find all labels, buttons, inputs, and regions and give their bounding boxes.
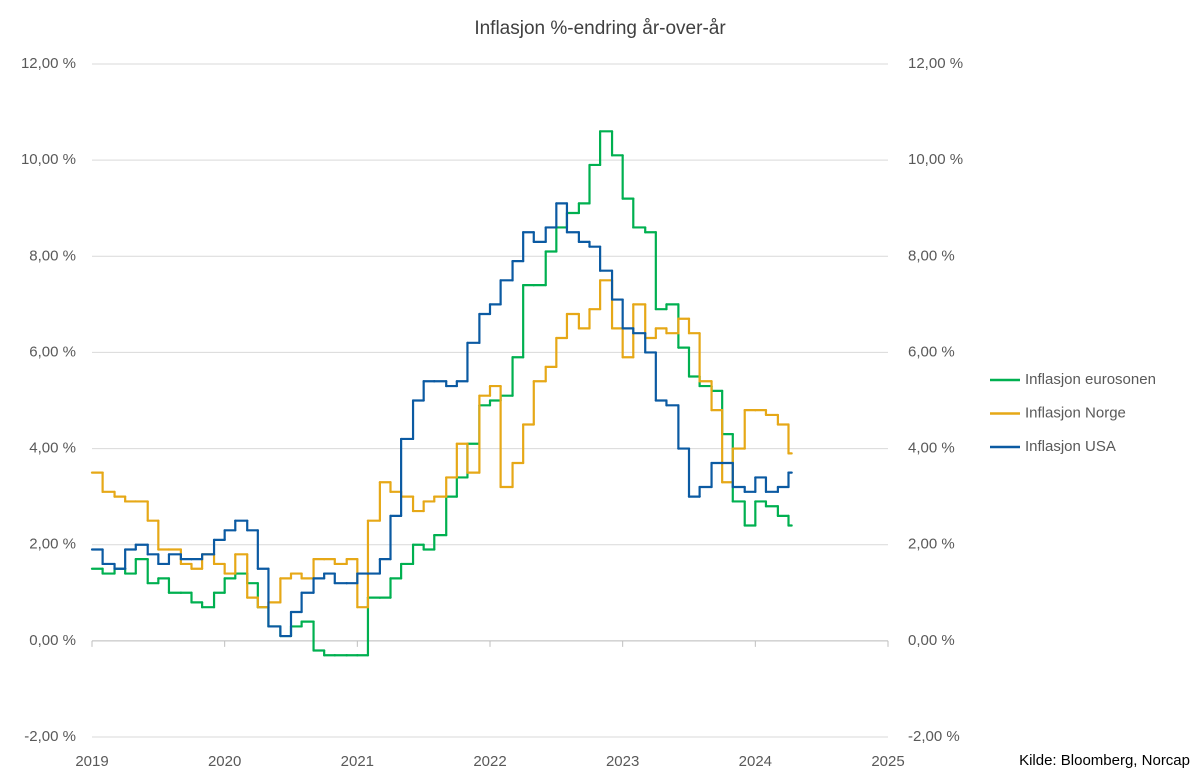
y-tick-label: 10,00 % bbox=[21, 151, 76, 168]
legend-label: Inflasjon Norge bbox=[1025, 404, 1126, 421]
x-tick-label: 2020 bbox=[208, 753, 241, 770]
y2-tick-label: 4,00 % bbox=[908, 440, 955, 457]
y-tick-label: 2,00 % bbox=[29, 536, 76, 553]
x-tick-label: 2025 bbox=[871, 753, 904, 770]
source-note: Kilde: Bloomberg, Norcap bbox=[1019, 752, 1190, 769]
chart-title: Inflasjon %-endring år-over-år bbox=[474, 18, 726, 39]
y2-tick-label: 2,00 % bbox=[908, 536, 955, 553]
y2-tick-label: 12,00 % bbox=[908, 55, 963, 72]
y2-tick-label: -2,00 % bbox=[908, 728, 960, 745]
x-tick-label: 2022 bbox=[473, 753, 506, 770]
y-tick-label: 8,00 % bbox=[29, 247, 76, 264]
x-tick-label: 2023 bbox=[606, 753, 639, 770]
x-tick-label: 2021 bbox=[341, 753, 374, 770]
y2-tick-label: 10,00 % bbox=[908, 151, 963, 168]
y-tick-label: -2,00 % bbox=[24, 728, 76, 745]
y2-tick-label: 6,00 % bbox=[908, 343, 955, 360]
y-tick-label: 4,00 % bbox=[29, 440, 76, 457]
y-tick-label: 6,00 % bbox=[29, 343, 76, 360]
legend-label: Inflasjon USA bbox=[1025, 438, 1116, 455]
legend-label: Inflasjon eurosonen bbox=[1025, 371, 1156, 388]
y-tick-label: 12,00 % bbox=[21, 55, 76, 72]
y-tick-label: 0,00 % bbox=[29, 632, 76, 649]
x-tick-label: 2019 bbox=[75, 753, 108, 770]
y2-tick-label: 0,00 % bbox=[908, 632, 955, 649]
y2-tick-label: 8,00 % bbox=[908, 247, 955, 264]
x-tick-label: 2024 bbox=[739, 753, 772, 770]
